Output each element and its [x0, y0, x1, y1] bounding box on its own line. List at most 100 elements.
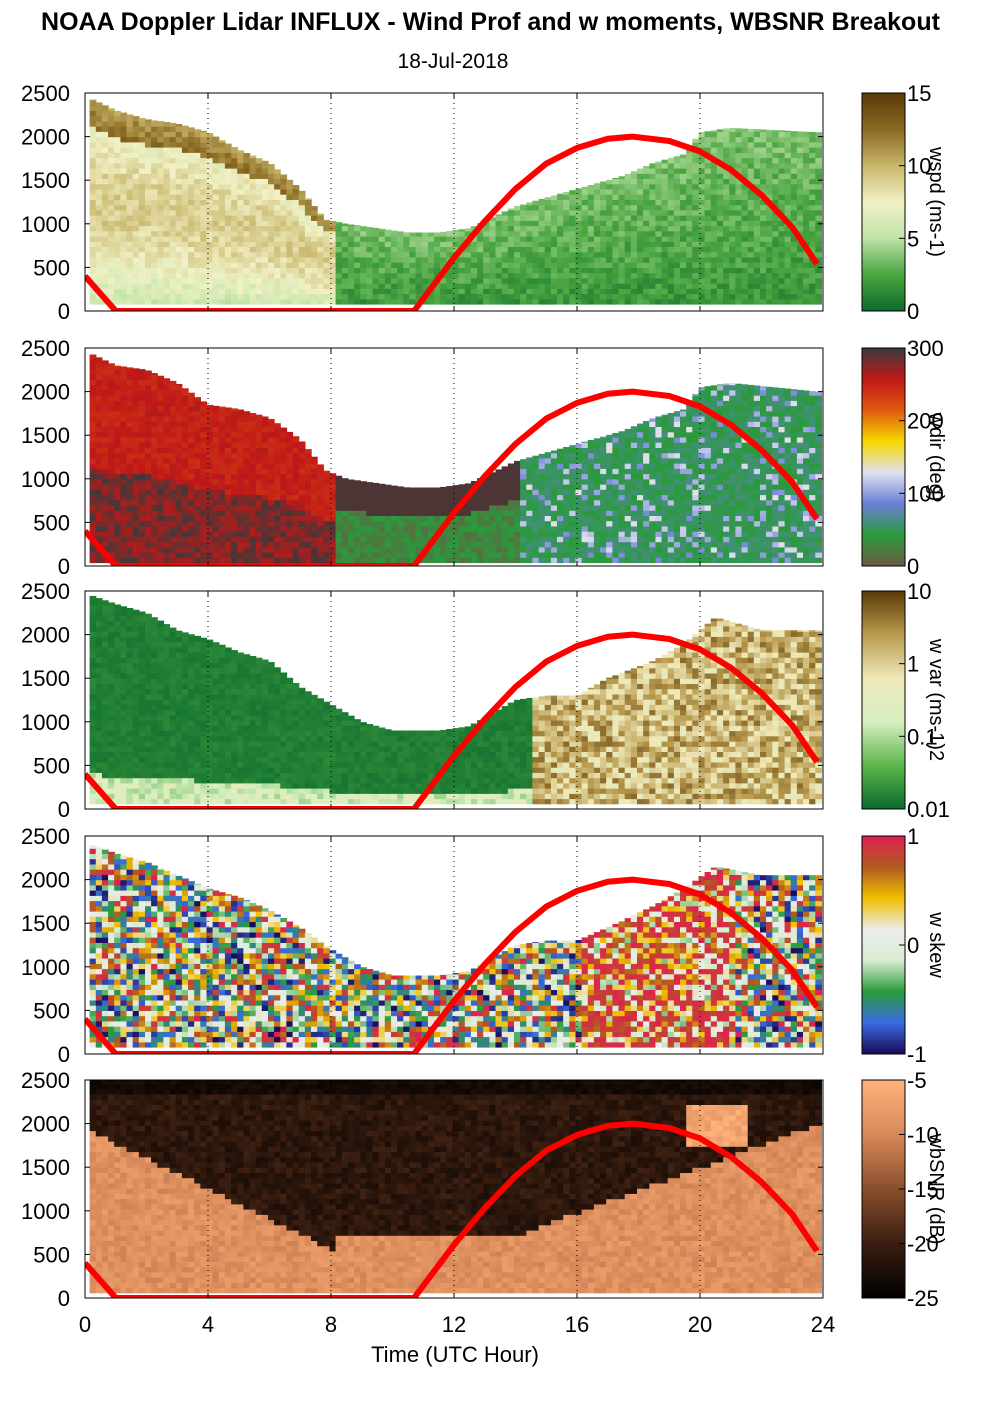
heatmap-cell [495, 246, 503, 253]
heatmap-cell [261, 489, 269, 496]
heatmap-cell [188, 505, 195, 511]
heatmap-cell [157, 395, 165, 401]
heatmap-cell [292, 199, 300, 206]
heatmap-cell [132, 552, 140, 558]
heatmap-cell [286, 557, 294, 564]
heatmap-cell [778, 246, 786, 253]
heatmap-cell [452, 272, 460, 279]
heatmap-cell [317, 251, 324, 258]
heatmap-cell [181, 510, 189, 516]
heatmap-cell [354, 283, 361, 289]
heatmap-cell [384, 293, 392, 300]
heatmap-cell [747, 220, 755, 227]
heatmap-cell [526, 484, 534, 490]
heatmap-cell [667, 204, 675, 211]
heatmap-cell [710, 288, 718, 295]
heatmap-cell [101, 157, 109, 164]
heatmap-cell [507, 208, 515, 211]
heatmap-cell [268, 452, 275, 459]
heatmap-cell [224, 421, 232, 427]
heatmap-cell [268, 225, 275, 232]
heatmap-cell [501, 505, 509, 511]
heatmap-cell [200, 236, 207, 242]
heatmap-cell [274, 541, 281, 548]
heatmap-cell [643, 277, 650, 284]
heatmap-cell [169, 277, 177, 284]
heatmap-cell [194, 442, 201, 448]
heatmap-cell [120, 136, 128, 143]
heatmap-cell [249, 546, 257, 553]
heatmap-cell [261, 204, 269, 211]
heatmap-cell [200, 452, 207, 459]
heatmap-cell [298, 489, 306, 496]
heatmap-cell [298, 277, 306, 284]
heatmap-cell [378, 256, 386, 263]
heatmap-cell [280, 525, 288, 532]
heatmap-cell [452, 485, 460, 490]
heatmap-cell [501, 246, 509, 253]
heatmap-cell [157, 288, 165, 295]
heatmap-cell [624, 230, 632, 237]
heatmap-cell [138, 531, 146, 537]
heatmap-cell [261, 447, 269, 454]
heatmap-cell [557, 298, 564, 305]
heatmap-cell [803, 147, 810, 153]
heatmap-cell [261, 188, 269, 195]
heatmap-cell [188, 152, 195, 159]
heatmap-cell [760, 251, 767, 258]
heatmap-cell [477, 262, 484, 268]
heatmap-cell [735, 178, 743, 185]
heatmap-cell [163, 499, 171, 506]
heatmap-cell [612, 225, 620, 232]
heatmap-cell [624, 246, 632, 253]
heatmap-cell [747, 157, 755, 164]
heatmap-cell [772, 215, 779, 221]
heatmap-cell [206, 272, 214, 279]
heatmap-cell [237, 157, 244, 164]
heatmap-cell [538, 453, 546, 459]
heatmap-cell [292, 494, 300, 501]
heatmap-cell [114, 374, 121, 380]
heatmap-cell [268, 277, 275, 284]
heatmap-cell [231, 199, 238, 206]
heatmap-cell [298, 246, 306, 253]
heatmap-cell [311, 236, 318, 242]
heatmap-cell [163, 293, 171, 300]
heatmap-cell [261, 421, 269, 427]
heatmap-cell [274, 546, 281, 553]
heatmap-cell [440, 510, 447, 516]
heatmap-cell [753, 129, 761, 132]
heatmap-cell [686, 256, 693, 263]
heatmap-cell [747, 204, 755, 211]
heatmap-cell [501, 220, 509, 227]
heatmap-cell [378, 546, 386, 553]
heatmap-cell [796, 178, 804, 185]
heatmap-cell [704, 199, 712, 206]
heatmap-cell [612, 293, 620, 300]
heatmap-cell [692, 183, 699, 190]
heatmap-cell [704, 131, 712, 138]
heatmap-cell [188, 400, 195, 407]
heatmap-cell [298, 541, 306, 548]
heatmap-cell [138, 494, 146, 501]
heatmap-cell [157, 463, 165, 469]
heatmap-cell [101, 541, 109, 548]
heatmap-cell [255, 204, 263, 211]
heatmap-cell [181, 541, 189, 548]
heatmap-cell [169, 421, 177, 427]
heatmap-cell [261, 531, 269, 537]
heatmap-cell [329, 546, 337, 553]
heatmap-cell [286, 473, 294, 480]
heatmap-cell [95, 102, 103, 106]
heatmap-cell [188, 442, 195, 448]
heatmap-cell [624, 236, 632, 242]
heatmap-cell [169, 515, 177, 522]
heatmap-cell [188, 484, 195, 490]
heatmap-cell [108, 110, 115, 117]
heatmap-cell [212, 246, 220, 253]
heatmap-cell [612, 220, 620, 227]
heatmap-cell [384, 256, 392, 263]
heatmap-cell [378, 262, 386, 268]
heatmap-cell [286, 431, 294, 438]
heatmap-cell [421, 505, 429, 511]
